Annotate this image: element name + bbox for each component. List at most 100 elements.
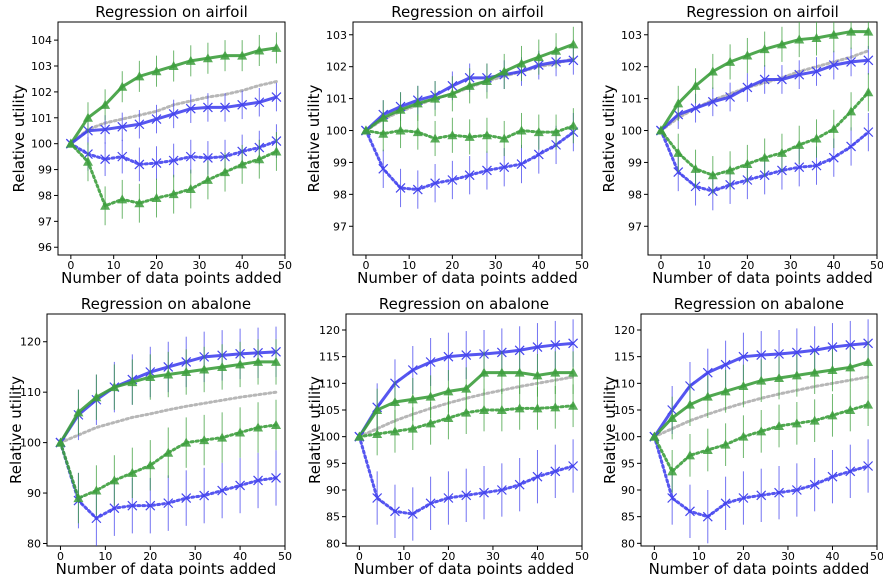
data-point	[845, 362, 856, 372]
data-point	[845, 340, 856, 350]
data-point	[461, 350, 472, 360]
x-tick-label: 50	[870, 259, 883, 272]
y-tick-label: 80	[27, 537, 41, 550]
data-point	[217, 361, 228, 371]
y-axis-label: Relative utility	[306, 376, 324, 484]
data-point	[109, 382, 120, 392]
data-point	[720, 386, 731, 396]
y-tick-label: 101	[31, 112, 52, 125]
data-point	[134, 119, 145, 130]
series-green-solid	[655, 22, 874, 135]
data-point	[199, 435, 210, 445]
y-ticks: 97 98 99 100 101 102 103	[326, 29, 353, 233]
data-point	[702, 391, 713, 401]
data-point	[168, 155, 179, 166]
data-point	[127, 377, 138, 387]
data-point	[707, 96, 718, 107]
data-point	[499, 162, 510, 173]
y-tick-label: 95	[326, 457, 340, 470]
y-tick-label: 120	[319, 324, 340, 337]
y-tick-label: 100	[319, 431, 340, 444]
panel: 0 10 20 30 40 50 97 98 99 100 101 102 103 Regressio…	[305, 3, 589, 287]
plot-frame	[640, 313, 878, 547]
data-point	[253, 356, 264, 366]
data-point	[496, 485, 507, 495]
data-point	[827, 471, 838, 482]
data-point	[447, 88, 458, 98]
data-point	[464, 131, 475, 141]
data-point	[254, 97, 265, 108]
data-point	[235, 427, 246, 437]
series-green-solid	[649, 340, 874, 441]
data-point	[794, 34, 805, 44]
y-tick-label: 95	[621, 457, 635, 470]
y-tick-label: 96	[38, 241, 52, 254]
data-point	[202, 102, 213, 113]
data-point	[237, 50, 248, 60]
data-point	[254, 45, 265, 55]
data-point	[220, 167, 231, 177]
y-axis-label: Relative utility	[601, 376, 619, 484]
data-point	[794, 69, 805, 80]
data-point	[667, 466, 678, 476]
x-tick-label: 30	[192, 259, 206, 272]
y-axis-label: Relative utility	[600, 84, 618, 192]
data-point	[168, 189, 179, 199]
series-group	[354, 319, 579, 541]
data-point	[532, 471, 543, 482]
data-point	[667, 413, 678, 422]
y-tick-label: 99	[628, 156, 642, 169]
series-blue-dotted	[354, 431, 579, 541]
data-point	[464, 80, 475, 90]
y-tick-label: 90	[621, 484, 635, 497]
data-point	[794, 162, 805, 173]
data-point	[479, 405, 490, 414]
data-point	[100, 200, 111, 210]
x-tick-label: 50	[278, 550, 292, 563]
y-ticks: 97 98 99 100 101 102 103	[621, 29, 648, 233]
data-point	[91, 513, 102, 524]
data-point	[91, 392, 102, 402]
data-point	[134, 159, 145, 170]
data-point	[550, 402, 561, 412]
data-point	[690, 80, 701, 90]
data-point	[145, 500, 156, 511]
data-point	[863, 399, 874, 409]
data-point	[481, 76, 492, 86]
data-point	[828, 123, 839, 133]
data-point	[811, 32, 822, 42]
x-tick-label: 20	[445, 259, 459, 272]
series-line	[58, 390, 278, 445]
data-point	[168, 108, 179, 119]
x-axis-label: Number of data points added	[649, 560, 870, 575]
data-point	[425, 391, 436, 401]
data-point	[707, 66, 718, 76]
data-point	[685, 506, 695, 517]
y-tick-label: 97	[38, 215, 52, 228]
data-point	[151, 66, 162, 76]
data-point	[479, 367, 490, 377]
data-point	[738, 351, 749, 362]
data-point	[185, 151, 196, 162]
series-green-dotted	[649, 383, 874, 493]
data-point	[117, 194, 128, 204]
panel: 0 10 20 30 40 50 96 97 98 99 100 101 102 103 104 Regr…	[10, 3, 292, 287]
data-point	[220, 102, 230, 113]
data-point	[532, 370, 543, 380]
y-tick-label: 110	[319, 377, 340, 390]
x-tick-label: 10	[107, 259, 121, 272]
data-point	[759, 74, 770, 85]
y-tick-label: 99	[333, 156, 347, 169]
data-point	[117, 151, 128, 162]
data-point	[271, 472, 281, 483]
data-point	[395, 104, 406, 114]
data-point	[117, 121, 128, 132]
series-group	[360, 26, 579, 209]
data-point	[756, 350, 767, 360]
data-point	[738, 431, 749, 441]
data-point	[845, 405, 856, 414]
data-point	[395, 125, 406, 135]
data-point	[82, 156, 93, 166]
series-group	[55, 326, 282, 546]
data-point	[863, 357, 874, 366]
